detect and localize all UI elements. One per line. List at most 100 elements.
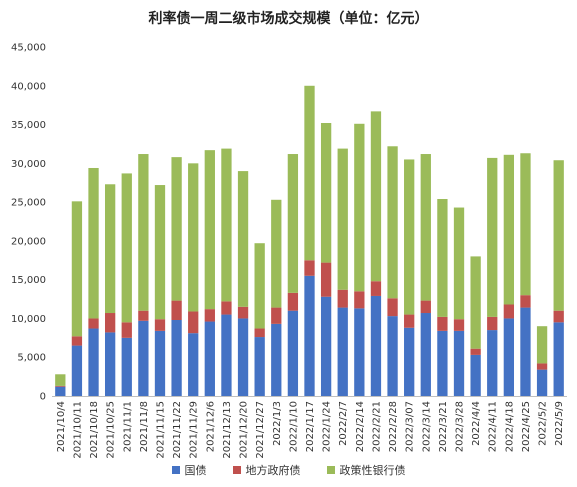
legend: 国债 地方政府债 政策性银行债 xyxy=(0,462,577,478)
legend-item: 国债 xyxy=(171,462,207,478)
bar-segment-series-2 xyxy=(304,85,315,261)
bar-segment-series-1 xyxy=(470,348,481,355)
bar-segment-series-0 xyxy=(536,369,548,396)
bar-segment-series-2 xyxy=(104,184,116,314)
bar-segment-series-2 xyxy=(420,154,431,301)
bar-segment-series-1 xyxy=(320,262,332,297)
legend-item: 政策性银行债 xyxy=(326,462,406,478)
bar-segment-series-1 xyxy=(237,306,249,319)
bar-segment-series-2 xyxy=(237,171,249,307)
bar-segment-series-2 xyxy=(188,163,199,312)
bar-segment-series-2 xyxy=(171,157,182,301)
x-tick-label: 2022/2/7 xyxy=(338,401,349,446)
bar-segment-series-1 xyxy=(88,318,99,329)
bar-segment-series-0 xyxy=(553,322,564,396)
x-tick-label: 2021/11/22 xyxy=(172,401,183,459)
bar-segment-series-1 xyxy=(337,289,348,308)
bar-segment-series-1 xyxy=(520,295,531,308)
bar-segment-series-0 xyxy=(487,330,498,396)
y-tick-label: 0 xyxy=(40,392,46,403)
bar-segment-series-2 xyxy=(287,154,299,293)
bar-segment-series-1 xyxy=(254,328,265,338)
bar-segment-series-2 xyxy=(404,159,415,315)
bar-segment-series-1 xyxy=(287,292,299,311)
x-tick-label: 2021/10/18 xyxy=(89,401,100,459)
x-tick-label: 2022/1/3 xyxy=(272,401,283,446)
x-tick-label: 2022/1/24 xyxy=(322,401,333,452)
bar-segment-series-0 xyxy=(88,328,99,396)
bar-segment-series-0 xyxy=(404,327,415,396)
bar-segment-series-2 xyxy=(536,326,548,364)
x-tick-label: 2022/1/17 xyxy=(305,401,316,452)
bar-segment-series-0 xyxy=(204,321,215,396)
x-tick-label: 2021/12/20 xyxy=(239,401,250,459)
bar-segment-series-2 xyxy=(553,160,564,311)
bar-segment-series-0 xyxy=(453,330,465,396)
x-tick-label: 2021/10/4 xyxy=(56,401,67,452)
x-tick-label: 2021/11/15 xyxy=(155,401,166,459)
legend-label: 地方政府债 xyxy=(245,464,301,477)
x-tick-label: 2022/4/18 xyxy=(504,401,515,452)
bar-segment-series-0 xyxy=(287,310,299,396)
bar-segment-series-1 xyxy=(437,316,448,331)
bar-segment-series-2 xyxy=(271,199,282,308)
bar-segment-series-2 xyxy=(453,207,465,320)
x-tick-label: 2022/4/25 xyxy=(521,401,532,452)
x-tick-label: 2022/3/07 xyxy=(405,401,416,452)
bar-segment-series-0 xyxy=(503,318,515,396)
bar-segment-series-0 xyxy=(154,330,166,396)
legend-item: 地方政府债 xyxy=(232,462,301,478)
bar-segment-series-0 xyxy=(370,295,382,396)
bar-segment-series-0 xyxy=(121,337,132,396)
bar-segment-series-1 xyxy=(420,300,431,314)
bar-segment-series-2 xyxy=(470,256,481,349)
bar-segment-series-2 xyxy=(503,154,515,305)
x-tick-label: 2021/10/11 xyxy=(72,401,83,459)
y-tick-label: 45,000 xyxy=(11,43,46,54)
bar-segment-series-2 xyxy=(88,167,99,319)
x-tick-label: 2022/5/2 xyxy=(538,401,549,446)
x-tick-label: 2022/2/28 xyxy=(388,401,399,452)
bar-segment-series-0 xyxy=(55,386,66,396)
x-tick-label: 2021/11/29 xyxy=(189,401,200,459)
legend-swatch xyxy=(232,466,241,474)
x-tick-label: 2021/12/6 xyxy=(205,401,216,452)
bar-segment-series-1 xyxy=(171,300,182,320)
bar-segment-series-2 xyxy=(55,374,66,386)
bar-segment-series-0 xyxy=(337,307,348,396)
bar-segment-series-1 xyxy=(370,281,382,296)
legend-swatch xyxy=(326,466,335,474)
x-tick-label: 2022/3/21 xyxy=(438,401,449,452)
bar-segment-series-0 xyxy=(104,332,116,396)
x-tick-label: 2021/10/25 xyxy=(106,401,117,459)
legend-label: 政策性银行债 xyxy=(339,464,406,477)
x-tick-label: 2021/11/8 xyxy=(139,401,150,452)
bar-segment-series-1 xyxy=(154,319,166,331)
bar-segment-series-1 xyxy=(104,313,116,333)
y-tick-label: 15,000 xyxy=(11,275,46,286)
bar-segment-series-0 xyxy=(387,316,398,396)
bar-segment-series-1 xyxy=(404,314,415,328)
bar-segment-series-0 xyxy=(520,307,531,396)
bar-segment-series-2 xyxy=(138,154,149,311)
bar-segment-series-2 xyxy=(370,111,382,282)
bar-segment-series-0 xyxy=(437,330,448,396)
bar-segment-series-0 xyxy=(221,314,232,396)
y-tick-label: 35,000 xyxy=(11,120,46,131)
x-tick-label: 2022/5/9 xyxy=(554,401,565,446)
bar-segment-series-2 xyxy=(520,153,531,296)
bar-segment-series-2 xyxy=(71,201,83,337)
bar-segment-series-0 xyxy=(254,337,265,396)
bar-segment-series-1 xyxy=(304,260,315,276)
x-tick-label: 2022/4/4 xyxy=(471,401,482,446)
bar-segment-series-1 xyxy=(354,291,365,309)
bar-segment-series-1 xyxy=(221,301,232,315)
bar-segment-series-2 xyxy=(121,173,132,323)
x-tick-label: 2022/3/14 xyxy=(421,401,432,452)
y-tick-label: 20,000 xyxy=(11,236,46,247)
y-tick-label: 25,000 xyxy=(11,198,46,209)
y-tick-label: 30,000 xyxy=(11,159,46,170)
x-tick-label: 2021/11/1 xyxy=(122,401,133,452)
x-tick-label: 2022/3/28 xyxy=(455,401,466,452)
x-tick-label: 2022/4/11 xyxy=(488,401,499,452)
